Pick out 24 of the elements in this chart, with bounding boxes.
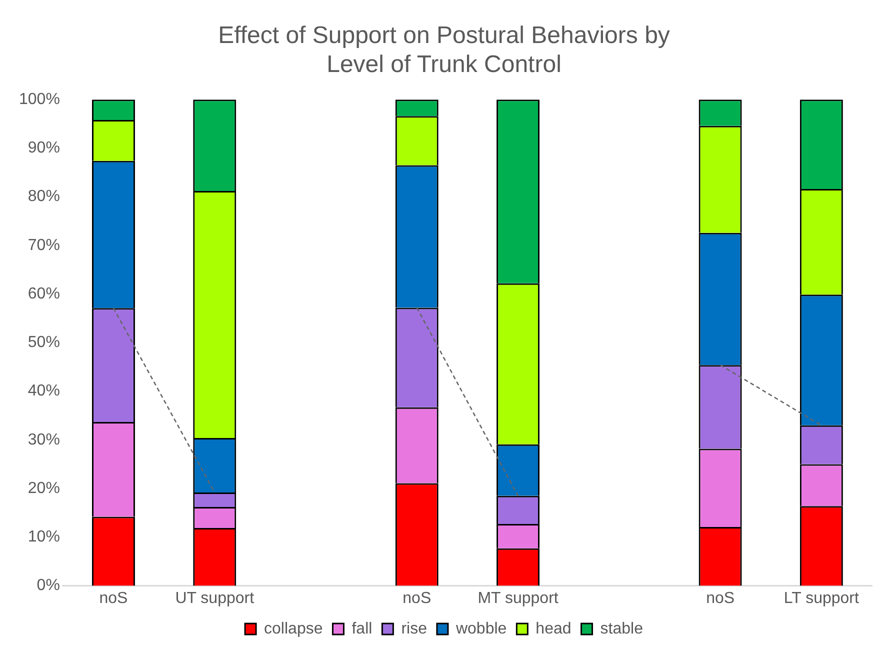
y-tick-label: 100% <box>19 91 60 108</box>
x-tick-label: MT support <box>478 590 559 607</box>
chart-title: Effect of Support on Postural Behaviors by Level of Trunk Control <box>218 22 670 78</box>
y-tick-label: 10% <box>28 528 60 546</box>
y-tick-label: 20% <box>28 480 60 497</box>
x-tick-label: noS <box>402 590 432 607</box>
x-tick-label: noS <box>99 590 128 607</box>
y-tick-label: 30% <box>28 431 60 448</box>
x-tick-label: noS <box>706 590 735 607</box>
y-tick-label: 80% <box>28 188 60 206</box>
legend-label: fall <box>352 620 372 638</box>
legend-label: stable <box>600 620 644 638</box>
legend-label: rise <box>401 620 428 638</box>
y-tick-label: 70% <box>28 236 60 254</box>
y-tick-label: 50% <box>28 334 60 352</box>
y-tick-label: 90% <box>28 140 60 157</box>
y-tick-label: 40% <box>28 382 60 400</box>
y-tick-label: 60% <box>28 285 60 302</box>
x-tick-label: LT support <box>784 590 860 607</box>
legend-label: head <box>536 620 572 638</box>
x-tick-label: UT support <box>175 590 255 607</box>
y-tick-label: 0% <box>36 577 60 594</box>
legend-label: wobble <box>454 620 507 638</box>
legend-label: collapse <box>264 620 323 638</box>
